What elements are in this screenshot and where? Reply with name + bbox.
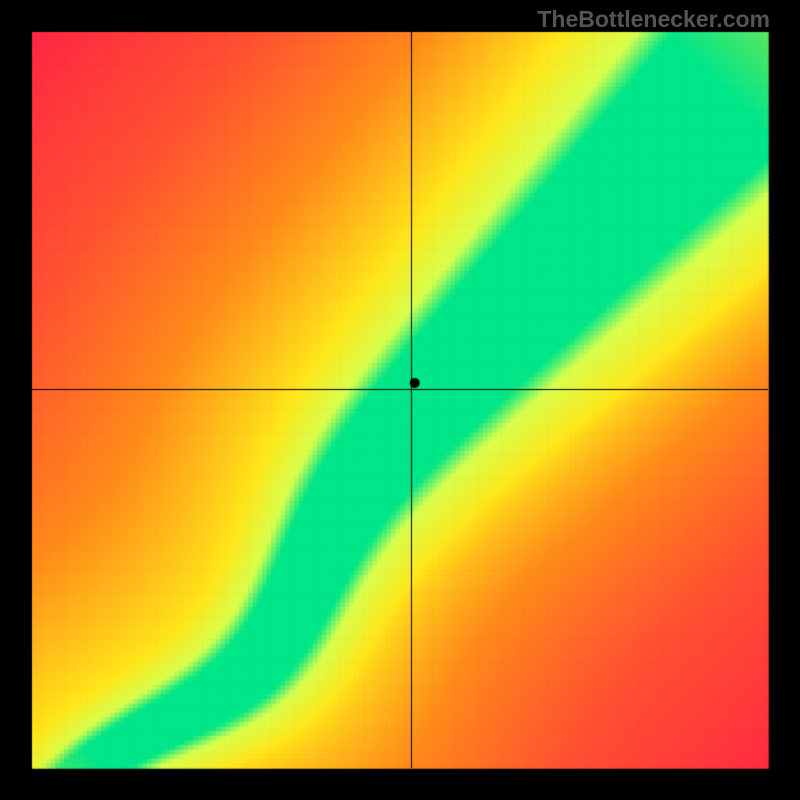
watermark-text: TheBottlenecker.com	[537, 6, 770, 33]
chart-container: TheBottlenecker.com	[0, 0, 800, 800]
heatmap-canvas	[0, 0, 800, 800]
